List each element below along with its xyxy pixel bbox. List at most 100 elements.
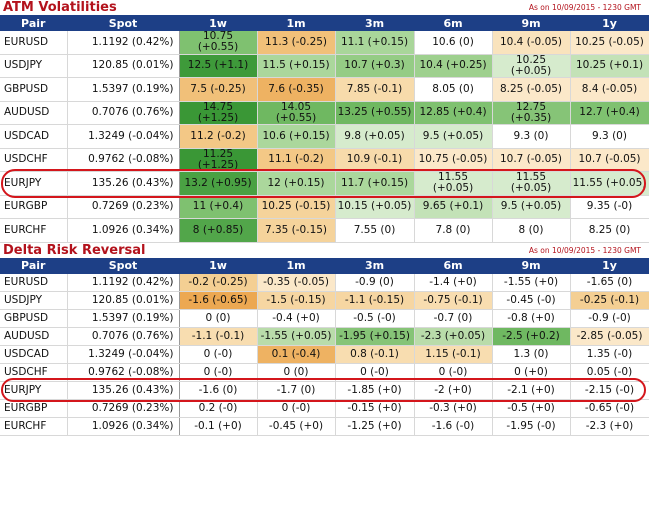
tenor-cell-6m: 11.55 (+0.05) <box>414 171 493 196</box>
column-header-1w: 1w <box>179 15 258 31</box>
tenor-cell-9m: -0.8 (+0) <box>492 309 571 328</box>
pair-cell: USDJPY <box>0 54 68 78</box>
tenor-cell-6m: 9.5 (+0.05) <box>414 124 493 149</box>
spot-cell: 135.26 (0.43%) <box>67 171 180 196</box>
pair-cell: USDCAD <box>0 345 68 364</box>
tenor-cell-6m: -1.6 (-0) <box>414 417 493 436</box>
tenor-cell-6m: 0 (-0) <box>414 363 493 382</box>
rr-table-body: EURUSD 1.1192 (0.42%) -0.2 (-0.25) -0.35 (-… <box>0 273 649 436</box>
column-header-1m: 1m <box>257 15 336 31</box>
tenor-cell-1y: -2.85 (-0.05) <box>570 327 649 346</box>
atm-volatilities-table: Pair Spot 1w 1m 3m 6m 9m 1y EURUSD 1.1192 (0.42%… <box>0 15 649 243</box>
tenor-cell-3m: 9.8 (+0.05) <box>335 124 415 149</box>
tenor-cell-1w: -0.2 (-0.25) <box>179 273 258 292</box>
tenor-cell-1m: 11.3 (-0.25) <box>257 31 336 55</box>
column-header-pair: Pair <box>0 257 68 274</box>
tenor-cell-1w: 14.75 (+1.25) <box>179 101 258 125</box>
pair-cell: EURCHF <box>0 218 68 243</box>
tenor-cell-1y: 9.3 (0) <box>570 124 649 149</box>
column-header-3m: 3m <box>335 257 415 274</box>
tenor-cell-1w: 0 (-0) <box>179 345 258 364</box>
tenor-cell-1m: 11.1 (-0.2) <box>257 148 336 172</box>
tenor-cell-6m: 1.15 (-0.1) <box>414 345 493 364</box>
pair-cell: USDJPY <box>0 291 68 310</box>
table-row-eurchf: EURCHF 1.0926 (0.34%) 8 (+0.85) 7.35 (-0.15… <box>0 218 649 243</box>
tenor-cell-1m: -0.45 (+0) <box>257 417 336 436</box>
tenor-cell-9m: -1.55 (+0) <box>492 273 571 292</box>
tenor-cell-3m: -0.9 (0) <box>335 273 415 292</box>
pair-cell: USDCHF <box>0 148 68 172</box>
tenor-cell-6m: -0.7 (0) <box>414 309 493 328</box>
tenor-cell-9m: 12.75 (+0.35) <box>492 101 571 125</box>
tenor-cell-1y: 8.4 (-0.05) <box>570 77 649 102</box>
tenor-cell-1m: 11.5 (+0.15) <box>257 54 336 78</box>
atm-header-row: Pair Spot 1w 1m 3m 6m 9m 1y <box>0 15 649 31</box>
table-row-eurjpy: EURJPY 135.26 (0.43%) 13.2 (+0.95) 12 (+0.1… <box>0 171 649 196</box>
table-row-audusd: AUDUSD 0.7076 (0.76%) 14.75 (+1.25) 14.05 (… <box>0 101 649 125</box>
tenor-cell-9m: 8.25 (-0.05) <box>492 77 571 102</box>
pair-cell: USDCAD <box>0 124 68 149</box>
tenor-cell-1m: 12 (+0.15) <box>257 171 336 196</box>
tenor-cell-9m: -2.1 (+0) <box>492 381 571 400</box>
pair-cell: AUDUSD <box>0 101 68 125</box>
tenor-cell-1y: 10.25 (+0.1) <box>570 54 649 78</box>
table-row-usdcad: USDCAD 1.3249 (-0.04%) 11.2 (-0.2) 10.6 (+0… <box>0 124 649 149</box>
tenor-cell-3m: -1.25 (+0) <box>335 417 415 436</box>
tenor-cell-1m: -1.5 (-0.15) <box>257 291 336 310</box>
table-row-gbpusd: GBPUSD 1.5397 (0.19%) 7.5 (-0.25) 7.6 (-0.3… <box>0 77 649 102</box>
atm-title: ATM Volatilities <box>3 0 117 15</box>
tenor-cell-6m: -2 (+0) <box>414 381 493 400</box>
table-row-eurchf: EURCHF 1.0926 (0.34%) -0.1 (+0) -0.45 (+0) -… <box>0 417 649 436</box>
tenor-cell-3m: 0.8 (-0.1) <box>335 345 415 364</box>
tenor-cell-9m: 9.5 (+0.05) <box>492 195 571 219</box>
rr-title-bar: Delta Risk Reversal As on 10/09/2015 - 1… <box>0 243 649 258</box>
table-row-usdchf: USDCHF 0.9762 (-0.08%) 11.25 (+1.25) 11.1 (… <box>0 148 649 172</box>
column-header-1y: 1y <box>570 257 649 274</box>
table-row-usdcad: USDCAD 1.3249 (-0.04%) 0 (-0) 0.1 (-0.4) 0.8… <box>0 345 649 364</box>
spot-cell: 1.5397 (0.19%) <box>67 309 180 328</box>
tenor-cell-1m: 14.05 (+0.55) <box>257 101 336 125</box>
table-row-eurjpy: EURJPY 135.26 (0.43%) -1.6 (0) -1.7 (0) -1.8… <box>0 381 649 400</box>
tenor-cell-3m: -1.1 (-0.15) <box>335 291 415 310</box>
atm-as-of: As on 10/09/2015 - 1230 GMT <box>528 3 641 12</box>
tenor-cell-1w: 11 (+0.4) <box>179 195 258 219</box>
column-header-1w: 1w <box>179 257 258 274</box>
tenor-cell-1m: 10.6 (+0.15) <box>257 124 336 149</box>
tenor-cell-1y: 8.25 (0) <box>570 218 649 243</box>
tenor-cell-1y: -0.25 (-0.1) <box>570 291 649 310</box>
spot-cell: 120.85 (0.01%) <box>67 54 180 78</box>
table-row-audusd: AUDUSD 0.7076 (0.76%) -1.1 (-0.1) -1.55 (+0… <box>0 327 649 346</box>
spot-cell: 0.7269 (0.23%) <box>67 399 180 418</box>
spot-cell: 0.7269 (0.23%) <box>67 195 180 219</box>
table-row-usdchf: USDCHF 0.9762 (-0.08%) 0 (-0) 0 (0) 0 (-0) 0 … <box>0 363 649 382</box>
risk-reversal-section: Delta Risk Reversal As on 10/09/2015 - 1… <box>0 243 649 436</box>
tenor-cell-3m: -1.85 (+0) <box>335 381 415 400</box>
table-row-usdjpy: USDJPY 120.85 (0.01%) 12.5 (+1.1) 11.5 (+0.… <box>0 54 649 78</box>
tenor-cell-1y: 9.35 (-0) <box>570 195 649 219</box>
spot-cell: 1.0926 (0.34%) <box>67 218 180 243</box>
spot-cell: 0.9762 (-0.08%) <box>67 148 180 172</box>
tenor-cell-9m: 9.3 (0) <box>492 124 571 149</box>
spot-cell: 1.1192 (0.42%) <box>67 273 180 292</box>
tenor-cell-1y: -0.65 (-0) <box>570 399 649 418</box>
tenor-cell-1w: 0 (0) <box>179 309 258 328</box>
column-header-9m: 9m <box>492 15 571 31</box>
table-row-eurusd: EURUSD 1.1192 (0.42%) 10.75 (+0.55) 11.3 (-… <box>0 31 649 55</box>
table-row-eurgbp: EURGBP 0.7269 (0.23%) 11 (+0.4) 10.25 (-0.1… <box>0 195 649 219</box>
tenor-cell-9m: 8 (0) <box>492 218 571 243</box>
tenor-cell-6m: -2.3 (+0.05) <box>414 327 493 346</box>
tenor-cell-1w: -1.1 (-0.1) <box>179 327 258 346</box>
tenor-cell-1w: -0.1 (+0) <box>179 417 258 436</box>
tenor-cell-9m: 1.3 (0) <box>492 345 571 364</box>
tenor-cell-1w: 11.25 (+1.25) <box>179 148 258 172</box>
rr-as-of: As on 10/09/2015 - 1230 GMT <box>528 245 641 255</box>
tenor-cell-1w: 0 (-0) <box>179 363 258 382</box>
tenor-cell-1y: -0.9 (-0) <box>570 309 649 328</box>
table-row-usdjpy: USDJPY 120.85 (0.01%) -1.6 (-0.65) -1.5 (-0… <box>0 291 649 310</box>
tenor-cell-1m: -1.55 (+0.05) <box>257 327 336 346</box>
column-header-3m: 3m <box>335 15 415 31</box>
tenor-cell-3m: 7.55 (0) <box>335 218 415 243</box>
column-header-1y: 1y <box>570 15 649 31</box>
tenor-cell-3m: 0 (-0) <box>335 363 415 382</box>
tenor-cell-6m: -1.4 (+0) <box>414 273 493 292</box>
